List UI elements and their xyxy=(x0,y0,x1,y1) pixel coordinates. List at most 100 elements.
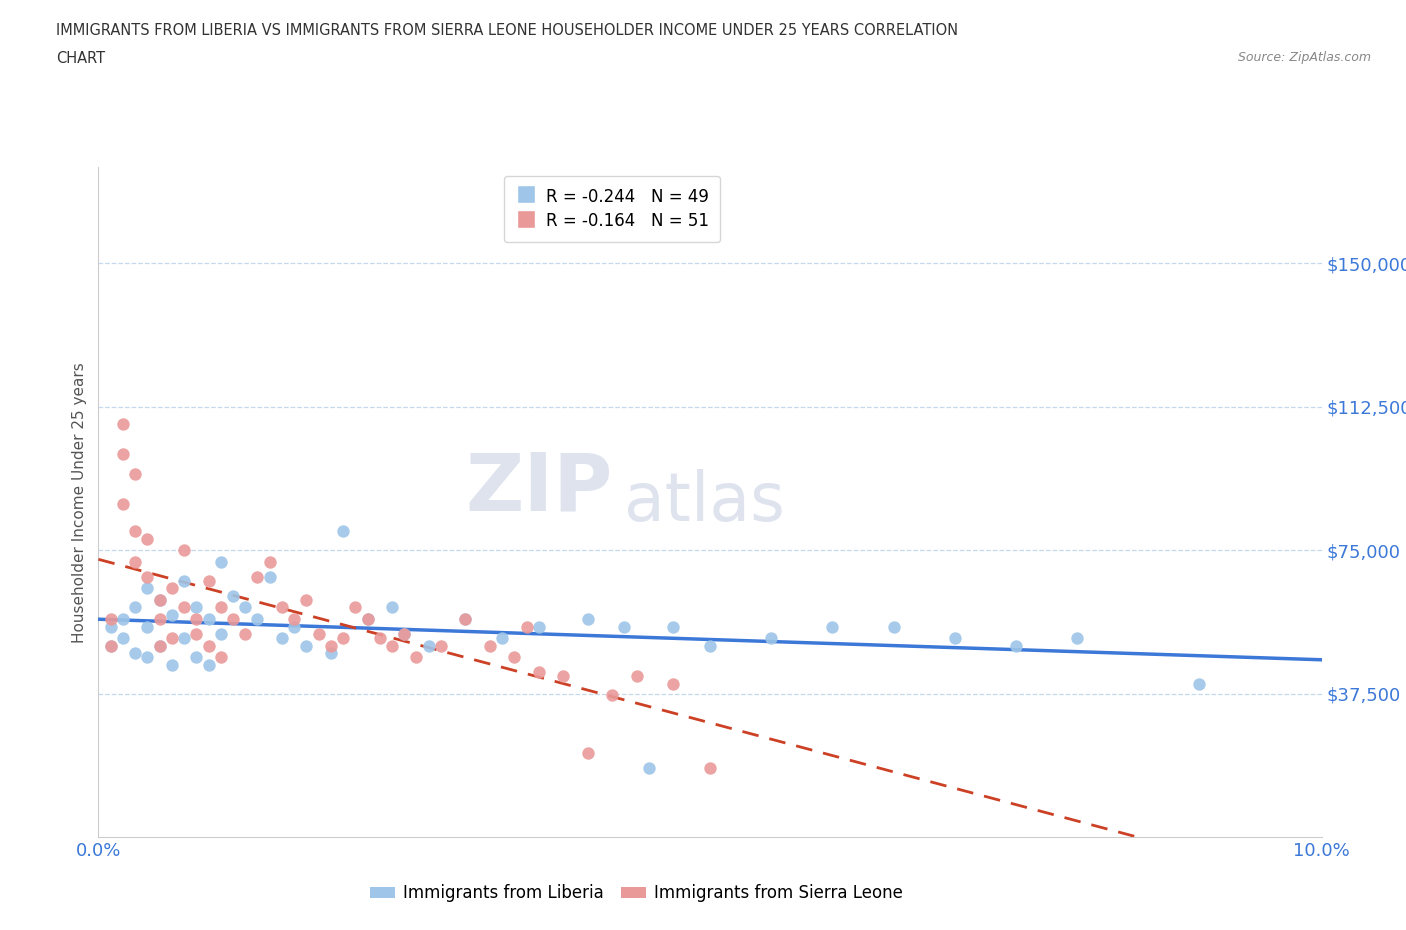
Point xyxy=(124,600,146,615)
Point xyxy=(491,631,513,645)
Point xyxy=(111,611,134,626)
Point xyxy=(1066,631,1088,645)
Point xyxy=(344,600,367,615)
Point xyxy=(527,665,550,680)
Point xyxy=(626,669,648,684)
Legend: Immigrants from Liberia, Immigrants from Sierra Leone: Immigrants from Liberia, Immigrants from… xyxy=(364,878,910,909)
Point xyxy=(111,497,134,512)
Point xyxy=(149,638,172,653)
Point xyxy=(160,658,183,672)
Point xyxy=(283,619,305,634)
Point xyxy=(821,619,844,634)
Point xyxy=(478,638,501,653)
Point xyxy=(381,638,404,653)
Point xyxy=(600,688,623,703)
Point xyxy=(332,524,354,538)
Point xyxy=(368,631,391,645)
Point xyxy=(246,569,269,584)
Point xyxy=(124,554,146,569)
Point xyxy=(222,611,245,626)
Point xyxy=(418,638,440,653)
Point xyxy=(454,611,477,626)
Point xyxy=(283,611,305,626)
Point xyxy=(111,631,134,645)
Point xyxy=(197,573,219,588)
Point xyxy=(233,627,256,642)
Point xyxy=(222,589,245,604)
Point xyxy=(100,619,122,634)
Point xyxy=(100,611,122,626)
Point xyxy=(637,761,661,776)
Point xyxy=(233,600,256,615)
Point xyxy=(883,619,905,634)
Point xyxy=(173,573,195,588)
Point xyxy=(1004,638,1026,653)
Point xyxy=(173,631,195,645)
Point xyxy=(111,417,134,432)
Point xyxy=(662,676,685,691)
Point xyxy=(197,658,219,672)
Point xyxy=(613,619,636,634)
Point xyxy=(124,524,146,538)
Point xyxy=(124,466,146,481)
Point xyxy=(173,542,195,557)
Point xyxy=(160,581,183,596)
Point xyxy=(259,554,281,569)
Point xyxy=(186,611,208,626)
Point xyxy=(270,631,292,645)
Point xyxy=(149,592,172,607)
Point xyxy=(173,600,195,615)
Y-axis label: Householder Income Under 25 years: Householder Income Under 25 years xyxy=(72,362,87,643)
Point xyxy=(209,554,232,569)
Point xyxy=(136,569,159,584)
Point xyxy=(209,627,232,642)
Point xyxy=(100,638,122,653)
Point xyxy=(149,611,172,626)
Point xyxy=(160,607,183,622)
Point xyxy=(136,619,159,634)
Point xyxy=(136,650,159,665)
Point xyxy=(308,627,330,642)
Point xyxy=(259,569,281,584)
Point xyxy=(270,600,292,615)
Point xyxy=(149,592,172,607)
Point xyxy=(136,581,159,596)
Point xyxy=(1188,676,1211,691)
Point xyxy=(576,611,599,626)
Point xyxy=(186,627,208,642)
Point xyxy=(503,650,526,665)
Point xyxy=(197,611,219,626)
Point xyxy=(186,650,208,665)
Text: atlas: atlas xyxy=(624,470,786,535)
Point xyxy=(100,638,122,653)
Point xyxy=(699,638,721,653)
Point xyxy=(124,646,146,661)
Point xyxy=(111,447,134,462)
Point xyxy=(295,592,318,607)
Point xyxy=(149,638,172,653)
Point xyxy=(160,631,183,645)
Point xyxy=(454,611,477,626)
Point xyxy=(209,600,232,615)
Point xyxy=(136,531,159,546)
Point xyxy=(319,638,342,653)
Point xyxy=(662,619,685,634)
Point xyxy=(576,745,599,760)
Point xyxy=(295,638,318,653)
Point xyxy=(943,631,966,645)
Point xyxy=(209,650,232,665)
Point xyxy=(430,638,453,653)
Point xyxy=(186,600,208,615)
Point xyxy=(553,669,575,684)
Point xyxy=(405,650,427,665)
Text: IMMIGRANTS FROM LIBERIA VS IMMIGRANTS FROM SIERRA LEONE HOUSEHOLDER INCOME UNDER: IMMIGRANTS FROM LIBERIA VS IMMIGRANTS FR… xyxy=(56,23,959,38)
Point xyxy=(246,611,269,626)
Point xyxy=(527,619,550,634)
Point xyxy=(392,627,416,642)
Point xyxy=(197,638,219,653)
Point xyxy=(356,611,378,626)
Point xyxy=(319,646,342,661)
Point xyxy=(332,631,354,645)
Point xyxy=(516,619,538,634)
Point xyxy=(699,761,721,776)
